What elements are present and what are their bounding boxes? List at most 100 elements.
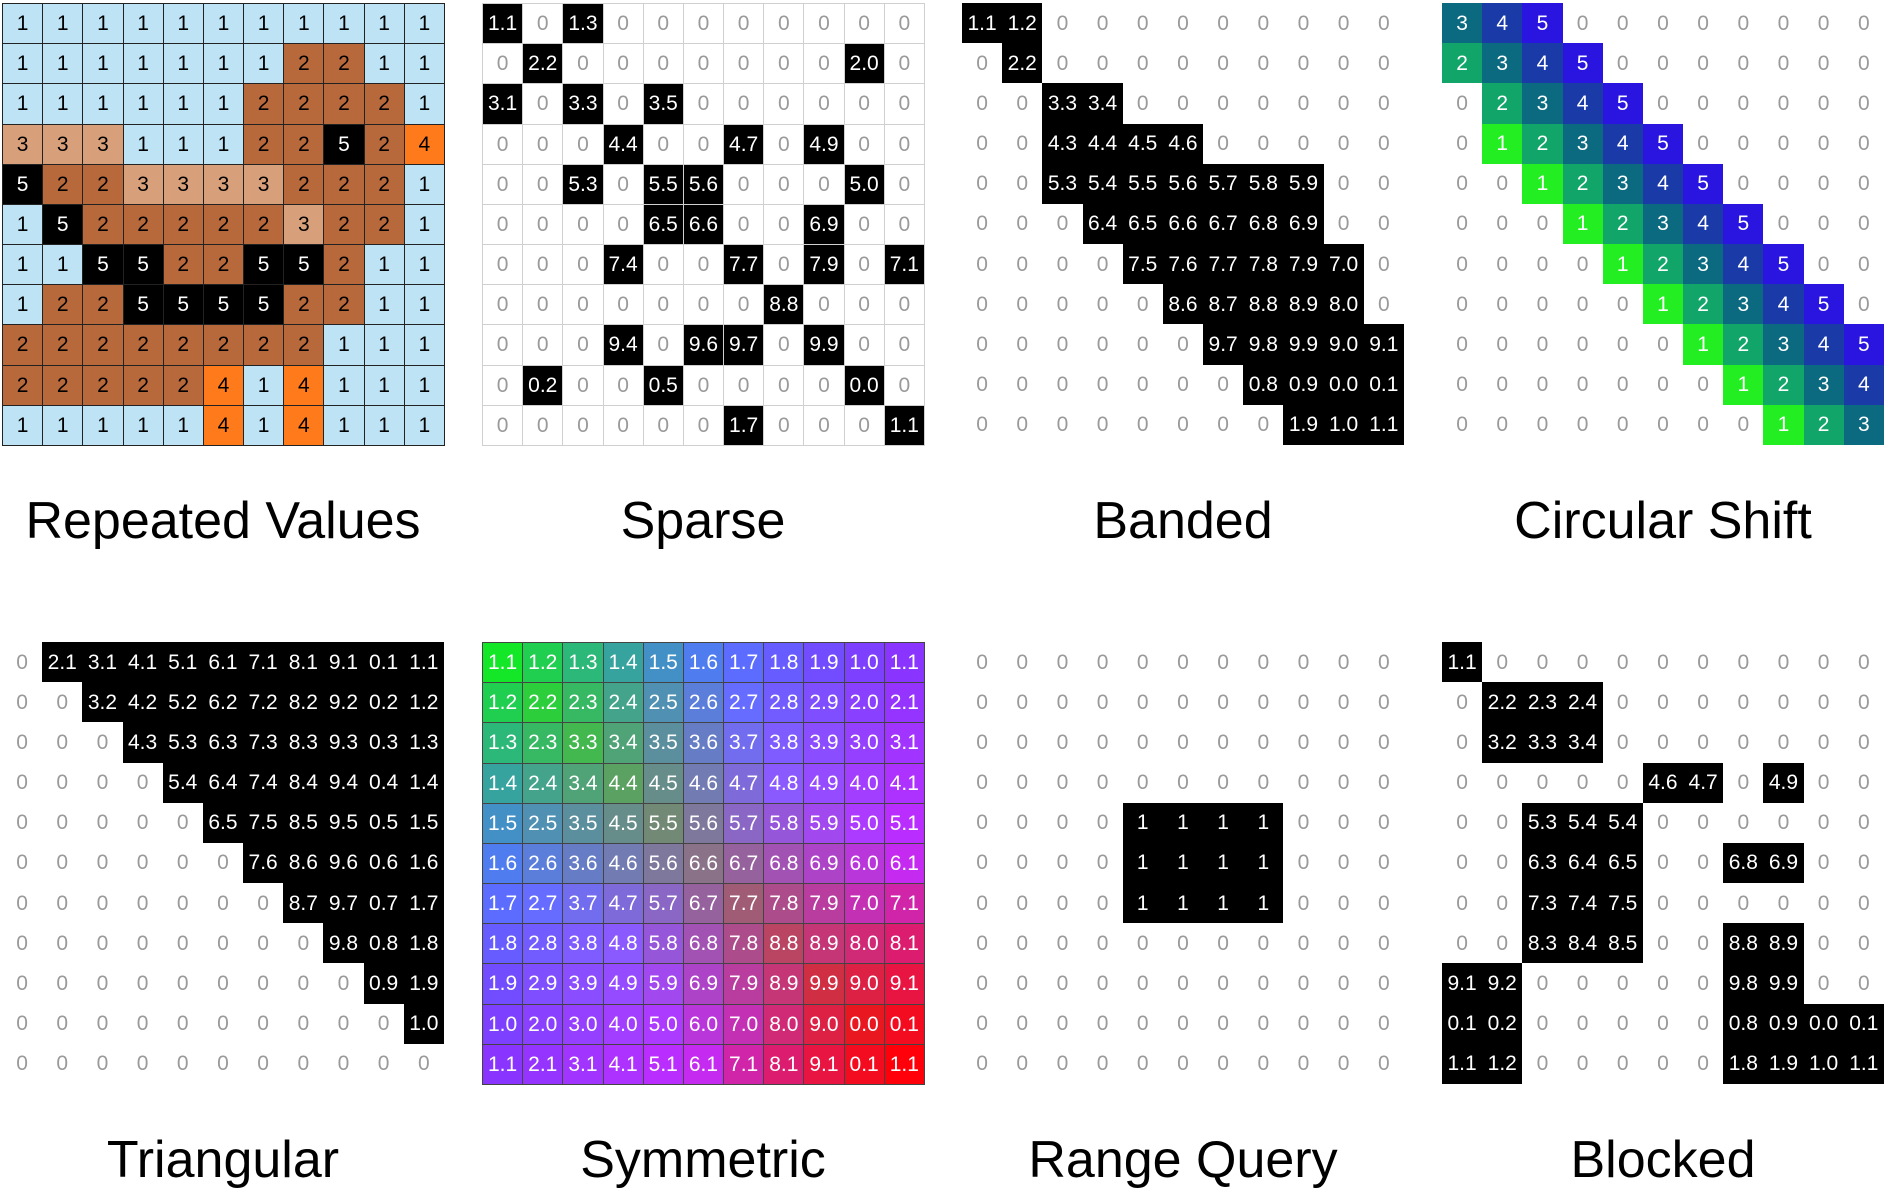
matrix-cell: 0 <box>1602 1003 1643 1044</box>
matrix-cell: 0 <box>1642 883 1684 924</box>
matrix-cell: 0 <box>1803 963 1844 1004</box>
matrix-cell: 0 <box>82 883 123 924</box>
matrix-cell: 0 <box>1243 923 1284 964</box>
matrix-cell: 1 <box>1203 842 1244 884</box>
matrix-cell: 2 <box>1562 163 1603 204</box>
matrix-cell: 0 <box>1482 364 1523 405</box>
matrix-cell: 8.3 <box>283 722 324 763</box>
matrix-cell: 9.8 <box>1243 324 1284 365</box>
matrix-cell: 2.4 <box>1562 682 1603 723</box>
panel-title: Blocked <box>1570 1131 1756 1189</box>
matrix-cell: 0 <box>1082 3 1123 44</box>
matrix-cell: 0 <box>683 44 725 85</box>
matrix-cell: 0 <box>1323 3 1364 44</box>
matrix-cell: 0 <box>764 325 805 366</box>
matrix-cell: 1 <box>3 4 44 45</box>
matrix-cell: 0.0 <box>1323 364 1364 405</box>
matrix-cell: 0 <box>1442 404 1483 445</box>
matrix-cell: 1 <box>404 204 445 246</box>
matrix-cell: 1 <box>1482 123 1523 164</box>
matrix-cell: 1 <box>203 44 245 85</box>
matrix-cell: 0 <box>1243 642 1284 683</box>
matrix-cell: 0 <box>1602 364 1643 405</box>
matrix-cell: 7.1 <box>724 1044 765 1085</box>
matrix-cell: 2 <box>203 245 245 286</box>
matrix-cell: 0 <box>202 842 244 884</box>
panel-title: Repeated Values <box>25 492 421 550</box>
matrix-cell: 0 <box>283 963 324 1004</box>
matrix-cell: 0 <box>2 722 43 763</box>
matrix-cell: 0 <box>1042 802 1083 843</box>
matrix-cell: 2 <box>1683 284 1724 325</box>
matrix-cell: 0 <box>1522 762 1563 803</box>
matrix-cell: 0 <box>82 762 123 803</box>
matrix-cell: 0 <box>804 44 845 85</box>
matrix-cell: 0 <box>1243 83 1284 124</box>
matrix-cell: 6.9 <box>1283 203 1324 245</box>
matrix-cell: 1 <box>1243 883 1284 924</box>
matrix-cell: 0 <box>1522 1003 1563 1044</box>
matrix-cell: 1 <box>163 44 204 85</box>
matrix-cell: 0 <box>1323 1043 1364 1084</box>
matrix-cell: 0 <box>2 762 43 803</box>
matrix-cell: 0 <box>82 1003 123 1044</box>
matrix-cell: 2 <box>83 365 124 406</box>
matrix-cell: 1.2 <box>1482 1043 1523 1084</box>
matrix-cell: 0 <box>1002 923 1043 964</box>
matrix-cell: 3.9 <box>563 964 604 1005</box>
matrix-cell: 0 <box>1723 163 1764 204</box>
matrix-cell: 1.9 <box>1763 1043 1804 1084</box>
matrix-cell: 0 <box>1162 722 1204 763</box>
matrix-cell: 0 <box>1243 43 1284 84</box>
matrix-cell: 2.1 <box>42 642 83 683</box>
matrix-cell: 1 <box>244 405 285 446</box>
matrix-cell: 0 <box>1042 324 1083 365</box>
matrix-cell: 4.7 <box>724 763 765 804</box>
matrix-cell: 0 <box>1602 43 1643 84</box>
matrix-cell: 0 <box>42 802 83 843</box>
matrix-cell: 8.8 <box>764 924 805 965</box>
matrix-cell: 4 <box>1562 83 1603 124</box>
matrix-cell: 0 <box>2 842 43 884</box>
matrix-cell: 1 <box>1203 802 1244 843</box>
matrix-cell: 0.1 <box>1843 1003 1884 1044</box>
matrix-cell: 5.8 <box>643 924 684 965</box>
matrix-cell: 0 <box>683 245 725 286</box>
matrix-cell: 0 <box>1602 722 1643 763</box>
matrix-cell: 2 <box>324 204 365 246</box>
matrix-cell: 0 <box>1203 1003 1244 1044</box>
matrix-cell: 0 <box>1243 682 1284 723</box>
matrix-cell: 0 <box>1323 802 1364 843</box>
matrix-cell: 0 <box>1683 963 1724 1004</box>
matrix-cell: 7.5 <box>1602 883 1643 924</box>
matrix-cell: 0 <box>563 285 604 326</box>
matrix-cell: 2.0 <box>844 44 885 85</box>
matrix-cell: 0 <box>1363 682 1404 723</box>
matrix-cell: 1.7 <box>483 884 524 925</box>
matrix-cell: 6.7 <box>724 843 765 885</box>
matrix-cell: 0 <box>1642 682 1684 723</box>
matrix-cell: 0 <box>1002 682 1043 723</box>
matrix-cell: 0 <box>764 405 805 446</box>
matrix-cell: 0 <box>1723 682 1764 723</box>
matrix-cell: 0 <box>764 124 805 165</box>
matrix-cell: 6.1 <box>683 1044 725 1085</box>
matrix-cell: 0 <box>563 405 604 446</box>
matrix-cell: 4.9 <box>804 763 845 804</box>
matrix-cell: 2.8 <box>523 924 564 965</box>
matrix-cell: 0 <box>1162 364 1204 405</box>
matrix-cell: 8.1 <box>884 924 925 965</box>
matrix-cell: 6.5 <box>202 802 244 843</box>
matrix-cell: 3 <box>1843 404 1884 445</box>
matrix-cell: 1.0 <box>483 1004 524 1045</box>
matrix-cell: 0 <box>1522 1043 1563 1084</box>
matrix-cell: 0 <box>523 405 564 446</box>
matrix-cell: 0 <box>202 963 244 1004</box>
matrix-cell: 0 <box>643 44 684 85</box>
matrix-cell: 0 <box>1002 1043 1043 1084</box>
matrix-cell: 2 <box>163 325 204 366</box>
matrix-cell: 0 <box>962 83 1003 124</box>
matrix-cell: 7.7 <box>724 884 765 925</box>
matrix-cell: 0 <box>1803 43 1844 84</box>
matrix-cell: 5.6 <box>683 803 725 844</box>
